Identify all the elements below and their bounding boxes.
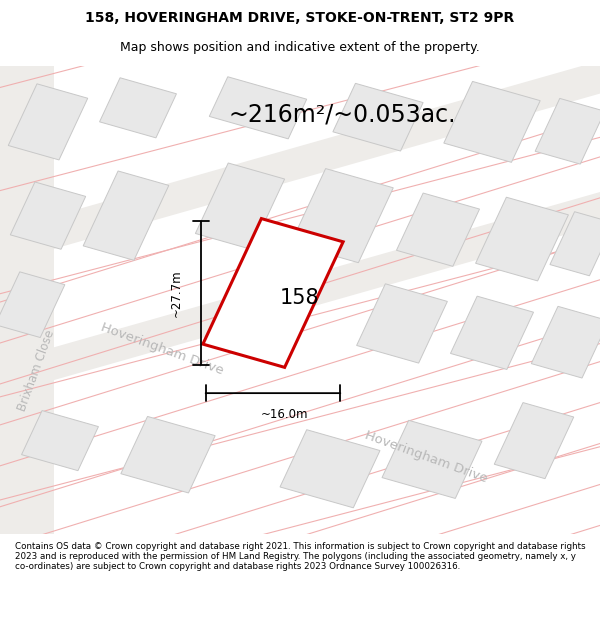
Polygon shape (550, 212, 600, 276)
Polygon shape (531, 306, 600, 378)
Text: ~16.0m: ~16.0m (261, 408, 309, 421)
Polygon shape (100, 78, 176, 138)
Polygon shape (10, 182, 86, 249)
Polygon shape (476, 198, 568, 281)
Text: ~27.7m: ~27.7m (169, 269, 182, 317)
Polygon shape (8, 84, 88, 160)
Polygon shape (356, 284, 448, 363)
Polygon shape (291, 169, 393, 262)
Text: Hoveringham Drive: Hoveringham Drive (363, 429, 489, 485)
Polygon shape (0, 272, 65, 338)
Polygon shape (535, 98, 600, 164)
Polygon shape (444, 81, 540, 162)
Text: 158: 158 (280, 288, 320, 308)
Polygon shape (83, 171, 169, 260)
Polygon shape (280, 430, 380, 508)
Polygon shape (121, 416, 215, 493)
Text: Map shows position and indicative extent of the property.: Map shows position and indicative extent… (120, 41, 480, 54)
Polygon shape (203, 219, 343, 368)
Polygon shape (333, 83, 423, 151)
Text: Contains OS data © Crown copyright and database right 2021. This information is : Contains OS data © Crown copyright and d… (15, 542, 586, 571)
Text: Brixham Close: Brixham Close (15, 328, 57, 412)
Text: 158, HOVERINGHAM DRIVE, STOKE-ON-TRENT, ST2 9PR: 158, HOVERINGHAM DRIVE, STOKE-ON-TRENT, … (85, 11, 515, 26)
Text: ~216m²/~0.053ac.: ~216m²/~0.053ac. (228, 103, 456, 127)
Polygon shape (0, 175, 600, 412)
Text: Hoveringham Drive: Hoveringham Drive (99, 321, 225, 378)
Polygon shape (397, 193, 479, 266)
Polygon shape (209, 77, 307, 139)
Polygon shape (0, 19, 54, 581)
Polygon shape (0, 44, 600, 281)
Polygon shape (382, 421, 482, 498)
Polygon shape (451, 296, 533, 369)
Polygon shape (494, 402, 574, 479)
Polygon shape (196, 163, 284, 249)
Polygon shape (22, 411, 98, 471)
